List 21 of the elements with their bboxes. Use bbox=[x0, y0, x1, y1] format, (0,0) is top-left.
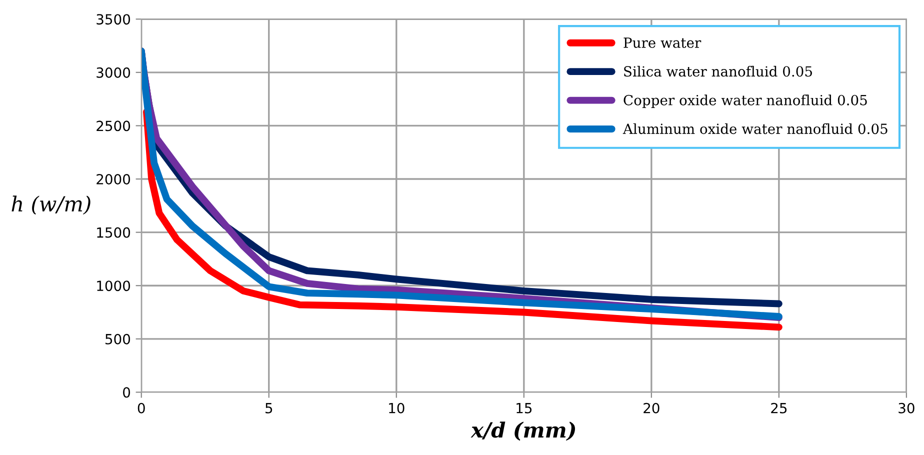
y-tick-label: 2500 bbox=[96, 120, 130, 132]
y-tick-label: 0 bbox=[123, 387, 130, 398]
x-tick-label: 5 bbox=[266, 403, 272, 414]
x-tick-label: 10 bbox=[389, 402, 404, 414]
y-axis-title: h (w/m) bbox=[12, 196, 90, 215]
x-tick-label: 0 bbox=[138, 402, 145, 414]
y-tick-label: 3500 bbox=[96, 14, 130, 25]
legend-label: Silica water nanofluid 0.05 bbox=[624, 66, 812, 77]
x-tick-label: 20 bbox=[644, 402, 660, 414]
x-axis-title: x/d (mm) bbox=[470, 422, 576, 441]
y-tick-label: 500 bbox=[106, 334, 130, 344]
x-tick-label: 25 bbox=[771, 402, 787, 414]
legend-label: Copper oxide water nanofluid 0.05 bbox=[624, 94, 867, 108]
x-tick-label: 30 bbox=[898, 402, 914, 414]
y-tick-label: 3000 bbox=[96, 67, 130, 78]
y-tick-label: 2000 bbox=[96, 174, 130, 184]
y-tick-label: 1000 bbox=[97, 280, 130, 292]
legend-label: Pure water bbox=[624, 38, 702, 48]
legend-label: Aluminum oxide water nanofluid 0.05 bbox=[622, 123, 888, 134]
y-tick-label: 1500 bbox=[97, 227, 130, 238]
x-tick-label: 15 bbox=[516, 403, 532, 414]
